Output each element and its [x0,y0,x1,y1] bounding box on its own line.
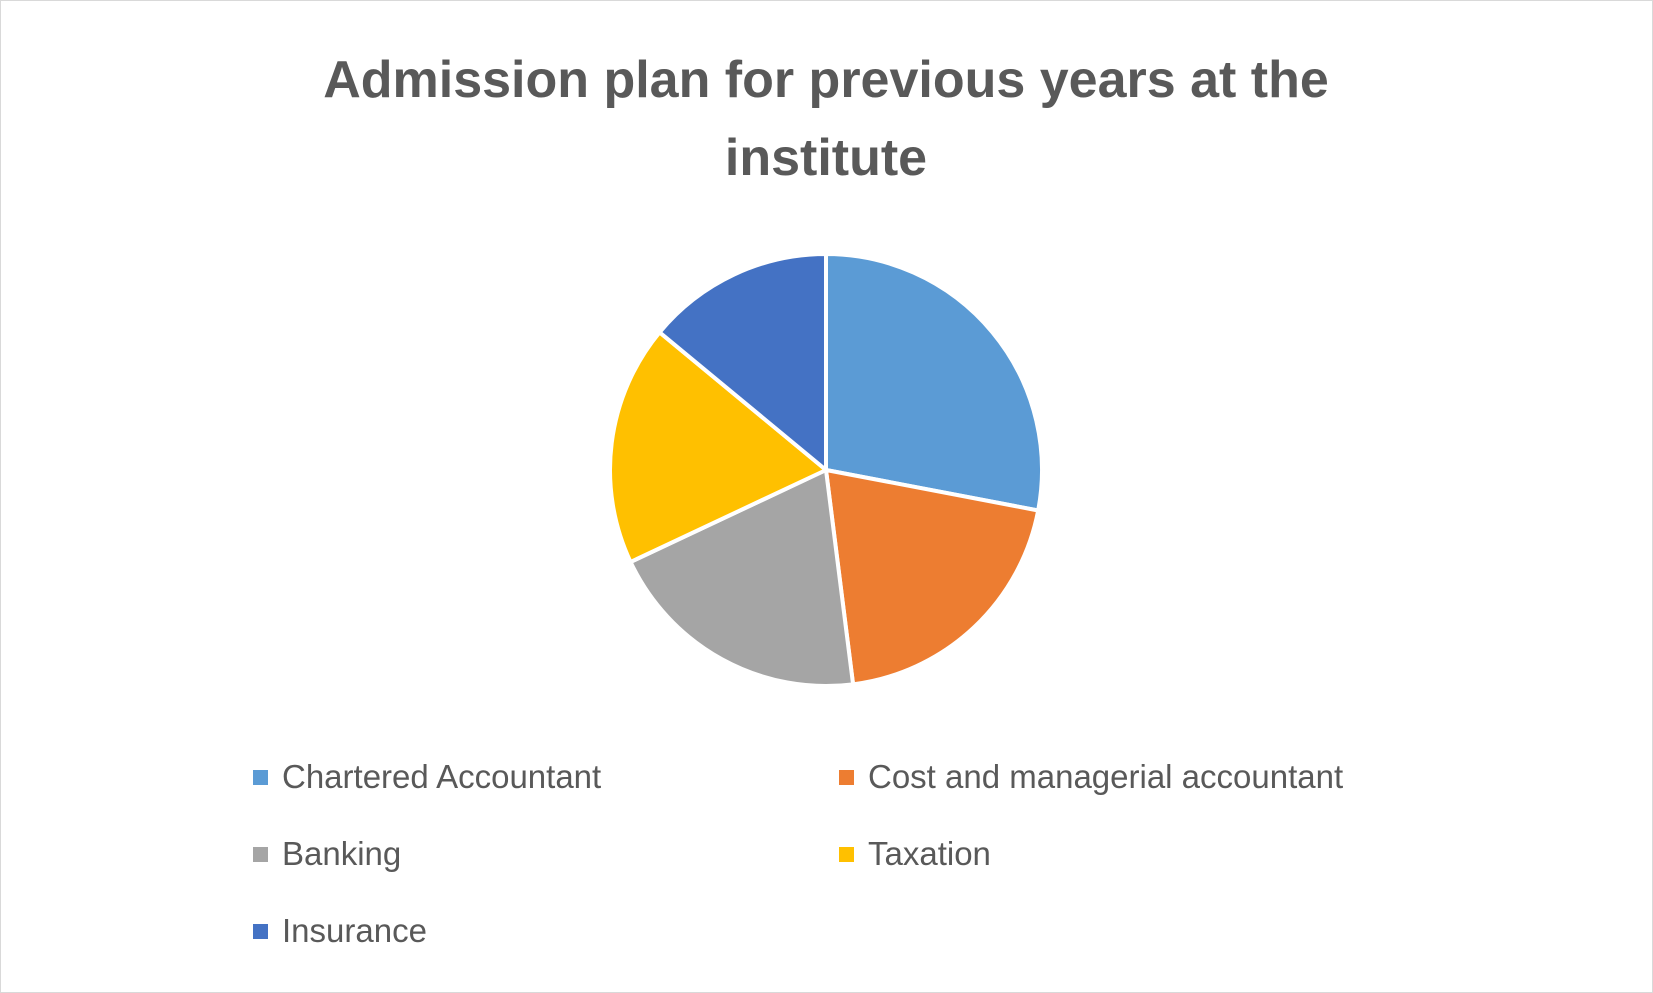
pie-slice [824,468,1041,687]
legend-label: Banking [282,835,402,872]
chart-title: Admission plan for previous years at the… [323,51,1329,187]
legend-label: Taxation [868,835,991,872]
legend-label: Cost and managerial accountant [868,758,1344,795]
legend-label: Chartered Accountant [282,758,602,795]
legend-swatch [253,769,268,785]
legend-item: Insurance [253,912,427,950]
pie-slice [657,252,828,472]
legend-item: Taxation [839,835,991,873]
legend-item: Cost and managerial accountant [839,758,1343,796]
legend-item: Banking [253,835,401,873]
legend-swatch [253,923,268,939]
pie-slice [628,468,856,688]
legend-swatch [839,769,854,785]
pie-slice [824,252,1044,513]
legend-label: Insurance [282,912,427,949]
legend-swatch [253,846,268,862]
legend-swatch [839,846,854,862]
pie-slice [608,330,828,564]
legend-item: Chartered Accountant [253,758,601,796]
